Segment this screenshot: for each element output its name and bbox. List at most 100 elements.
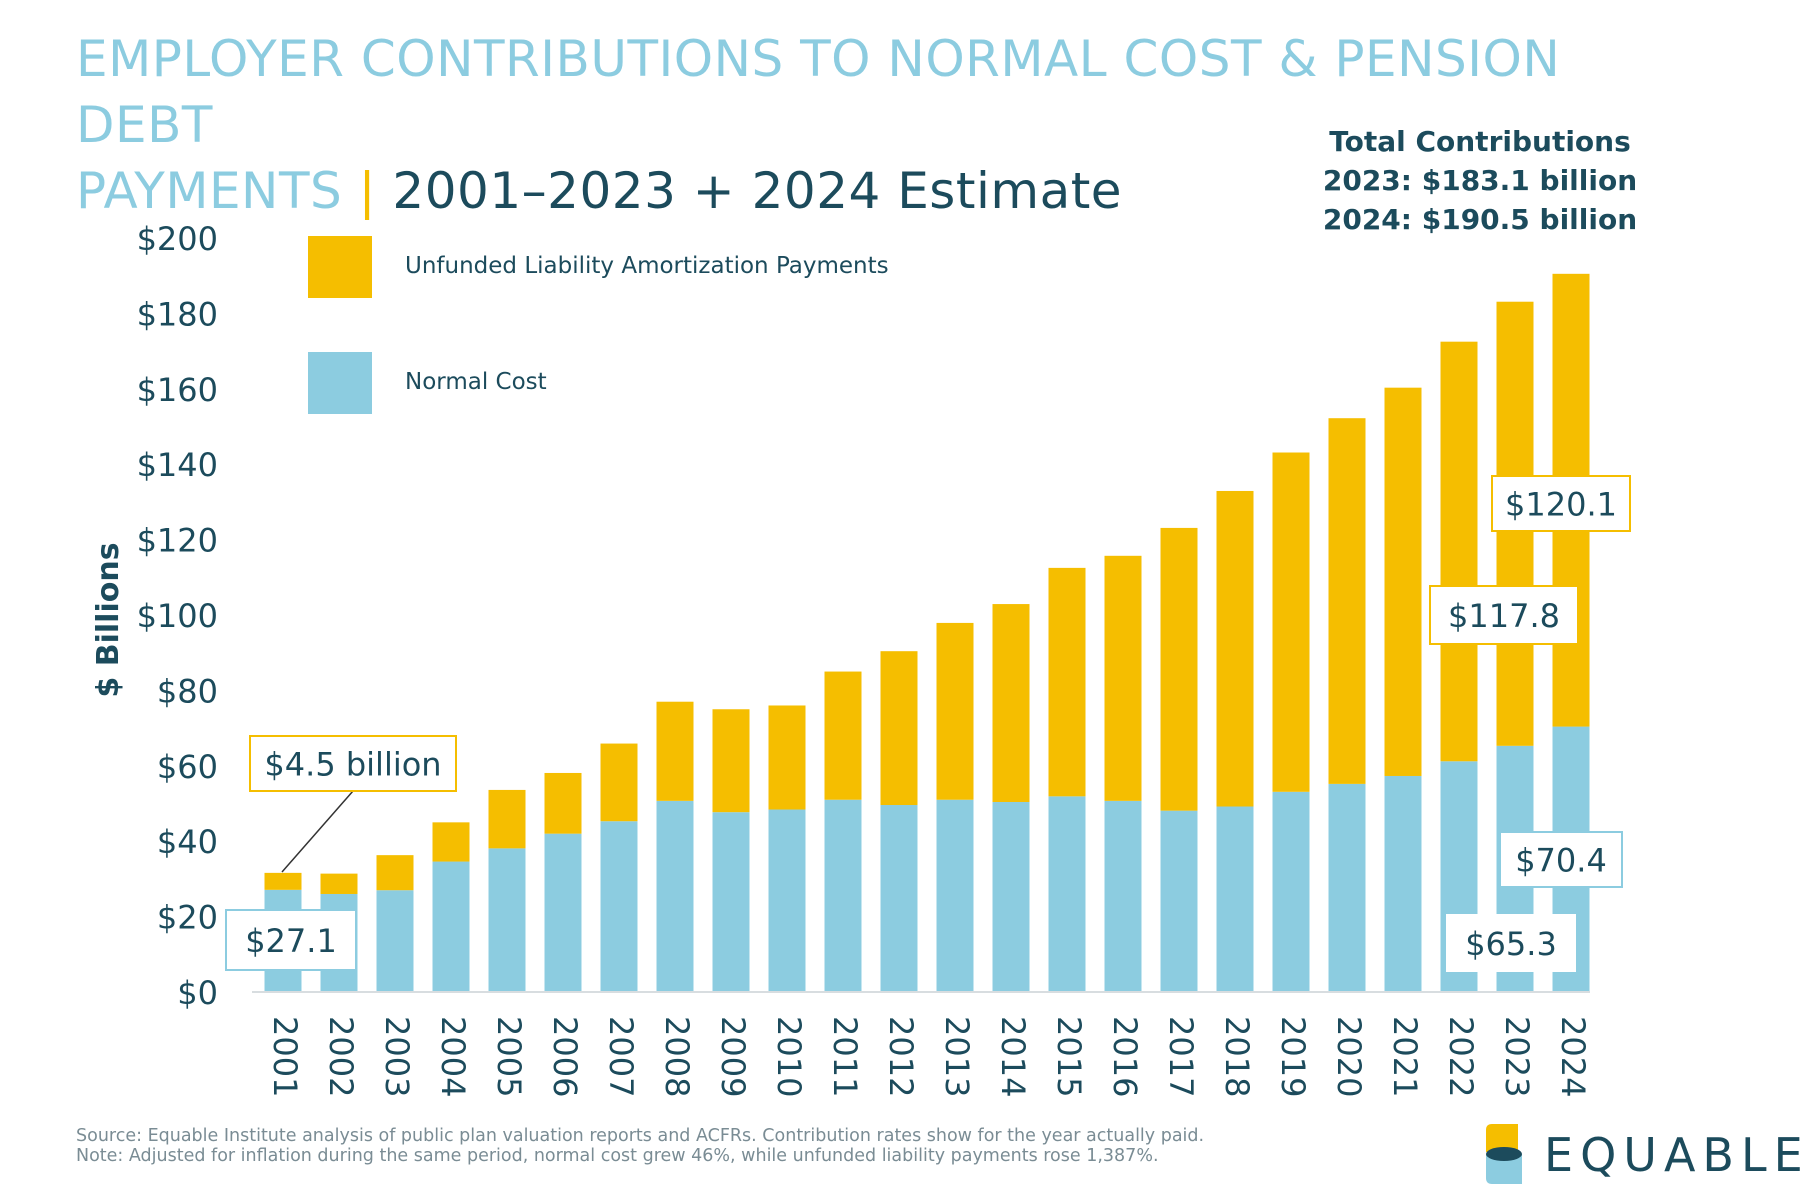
totals-2024: 2024: $190.5 billion (1322, 203, 1638, 236)
bar-normal-cost (824, 799, 862, 992)
bar-normal-cost (1328, 783, 1366, 992)
bar-normal-cost (1216, 806, 1254, 992)
bar-unfunded-liability (432, 822, 470, 862)
x-tick-label: 2006 (546, 1016, 584, 1097)
bar-unfunded-liability (880, 651, 918, 806)
y-tick-label: $60 (157, 748, 218, 786)
footer-note: Note: Adjusted for inflation during the … (76, 1146, 1159, 1166)
y-axis-label: $ Billions (91, 542, 126, 697)
callout-ual-2001-box (249, 735, 457, 792)
title-line-2-main: PAYMENTS (76, 162, 343, 220)
bar-unfunded-liability (656, 701, 694, 801)
y-tick-label: $180 (137, 295, 218, 333)
callout-ual-2023-label: $117.8 (1448, 597, 1560, 635)
equable-logo-icon (1486, 1124, 1522, 1184)
bar-normal-cost (992, 801, 1030, 992)
bar-unfunded-liability (992, 604, 1030, 802)
bar-unfunded-liability (712, 709, 750, 813)
bar-unfunded-liability (824, 671, 862, 800)
x-tick-label: 2019 (1274, 1016, 1312, 1097)
logo-text: EQUABLE (1544, 1128, 1800, 1182)
x-tick-label: 2001 (266, 1016, 304, 1097)
x-tick-label: 2017 (1162, 1016, 1200, 1097)
bar-unfunded-liability (544, 772, 582, 834)
legend-label-unfunded: Unfunded Liability Amortization Payments (405, 253, 889, 279)
x-tick-label: 2007 (602, 1016, 640, 1097)
title-subtitle: 2001–2023 + 2024 Estimate (392, 162, 1123, 220)
bar-unfunded-liability (264, 872, 302, 890)
bar-unfunded-liability (1104, 555, 1142, 801)
x-tick-label: 2022 (1442, 1016, 1480, 1097)
y-tick-label: $200 (137, 220, 218, 258)
x-tick-label: 2016 (1106, 1016, 1144, 1097)
x-tick-label: 2013 (938, 1016, 976, 1097)
bar-normal-cost (880, 805, 918, 992)
y-tick-label: $0 (177, 974, 218, 1012)
x-tick-label: 2002 (322, 1016, 360, 1097)
callout-nc-2023-label: $65.3 (1465, 925, 1557, 963)
x-tick-label: 2004 (434, 1016, 472, 1097)
bar-normal-cost (712, 812, 750, 992)
title-line-2: PAYMENTS | 2001–2023 + 2024 Estimate (76, 158, 1636, 224)
bar-normal-cost (488, 848, 526, 992)
x-tick-label: 2015 (1050, 1016, 1088, 1097)
callout-ual-2024-label: $120.1 (1505, 486, 1617, 524)
footer: Source: Equable Institute analysis of pu… (76, 1126, 1204, 1166)
y-tick-label: $80 (157, 672, 218, 710)
bar-unfunded-liability (1440, 341, 1478, 762)
y-tick-label: $20 (157, 899, 218, 937)
x-tick-label: 2014 (994, 1016, 1032, 1097)
title-line-1: EMPLOYER CONTRIBUTIONS TO NORMAL COST & … (76, 30, 1561, 154)
callout-ual-2001-label: $4.5 billion (264, 746, 441, 784)
footer-source: Source: Equable Institute analysis of pu… (76, 1126, 1205, 1146)
chart-title: EMPLOYER CONTRIBUTIONS TO NORMAL COST & … (76, 26, 1636, 224)
bar-normal-cost (936, 799, 974, 992)
callout-nc-2024-box (1499, 831, 1623, 888)
legend-swatch-unfunded (308, 236, 372, 298)
legend-label-normal-cost: Normal Cost (405, 369, 547, 395)
bar-unfunded-liability (1048, 567, 1086, 797)
callout-nc-2024-label: $70.4 (1515, 842, 1607, 880)
bar-unfunded-liability (1328, 418, 1366, 784)
title-separator: | (358, 162, 376, 220)
bar-normal-cost (1272, 791, 1310, 992)
x-tick-label: 2020 (1330, 1016, 1368, 1097)
total-contributions: Total Contributions 2023: $183.1 billion… (1310, 122, 1650, 239)
bar-unfunded-liability (1384, 387, 1422, 776)
bar-normal-cost (376, 890, 414, 992)
bar-normal-cost (544, 833, 582, 992)
callout-ual-2024-box (1491, 475, 1631, 532)
callout-nc-2001-box (225, 909, 357, 971)
y-tick-label: $140 (137, 446, 218, 484)
bar-unfunded-liability (1216, 490, 1254, 807)
bar-unfunded-liability (320, 873, 358, 894)
x-tick-label: 2018 (1218, 1016, 1256, 1097)
y-tick-label: $120 (137, 522, 218, 560)
callout-ual-2023-box (1429, 585, 1579, 645)
x-tick-label: 2008 (658, 1016, 696, 1097)
x-tick-label: 2003 (378, 1016, 416, 1097)
x-tick-label: 2009 (714, 1016, 752, 1097)
totals-2023: 2023: $183.1 billion (1322, 164, 1638, 197)
bar-unfunded-liability (1272, 452, 1310, 792)
callout-nc-2023-box (1446, 914, 1576, 972)
bar-unfunded-liability (936, 622, 974, 800)
x-tick-label: 2023 (1498, 1016, 1536, 1097)
x-tick-label: 2010 (770, 1016, 808, 1097)
bar-normal-cost (1384, 775, 1422, 992)
y-tick-label: $40 (157, 823, 218, 861)
totals-heading: Total Contributions (1329, 125, 1631, 158)
bar-unfunded-liability (600, 743, 638, 822)
equable-logo: EQUABLE (1482, 1122, 1800, 1186)
y-tick-label: $160 (137, 371, 218, 409)
x-tick-label: 2012 (882, 1016, 920, 1097)
bar-normal-cost (656, 800, 694, 992)
bar-normal-cost (432, 861, 470, 992)
bar-normal-cost (1104, 800, 1142, 992)
bar-normal-cost (768, 809, 806, 992)
bar-normal-cost (1048, 796, 1086, 992)
bar-unfunded-liability (768, 705, 806, 810)
x-tick-label: 2011 (826, 1016, 864, 1097)
bar-unfunded-liability (1160, 527, 1198, 811)
